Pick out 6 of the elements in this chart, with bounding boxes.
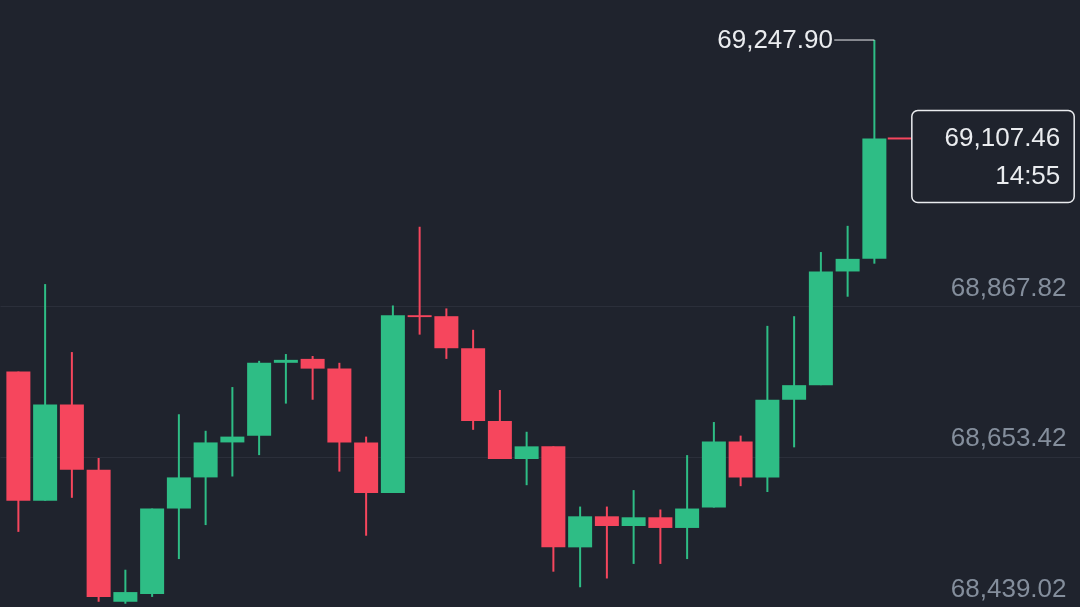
y-tick-label: 68,867.82 xyxy=(950,271,1067,302)
ref-line-label: 69,107.46 xyxy=(944,122,1061,153)
annotation: 14:55 xyxy=(995,160,1061,191)
y-tick-label: 68,439.02 xyxy=(950,572,1067,603)
annotation: 69,247.90 xyxy=(717,24,833,55)
y-tick-label: 68,653.42 xyxy=(950,422,1067,453)
